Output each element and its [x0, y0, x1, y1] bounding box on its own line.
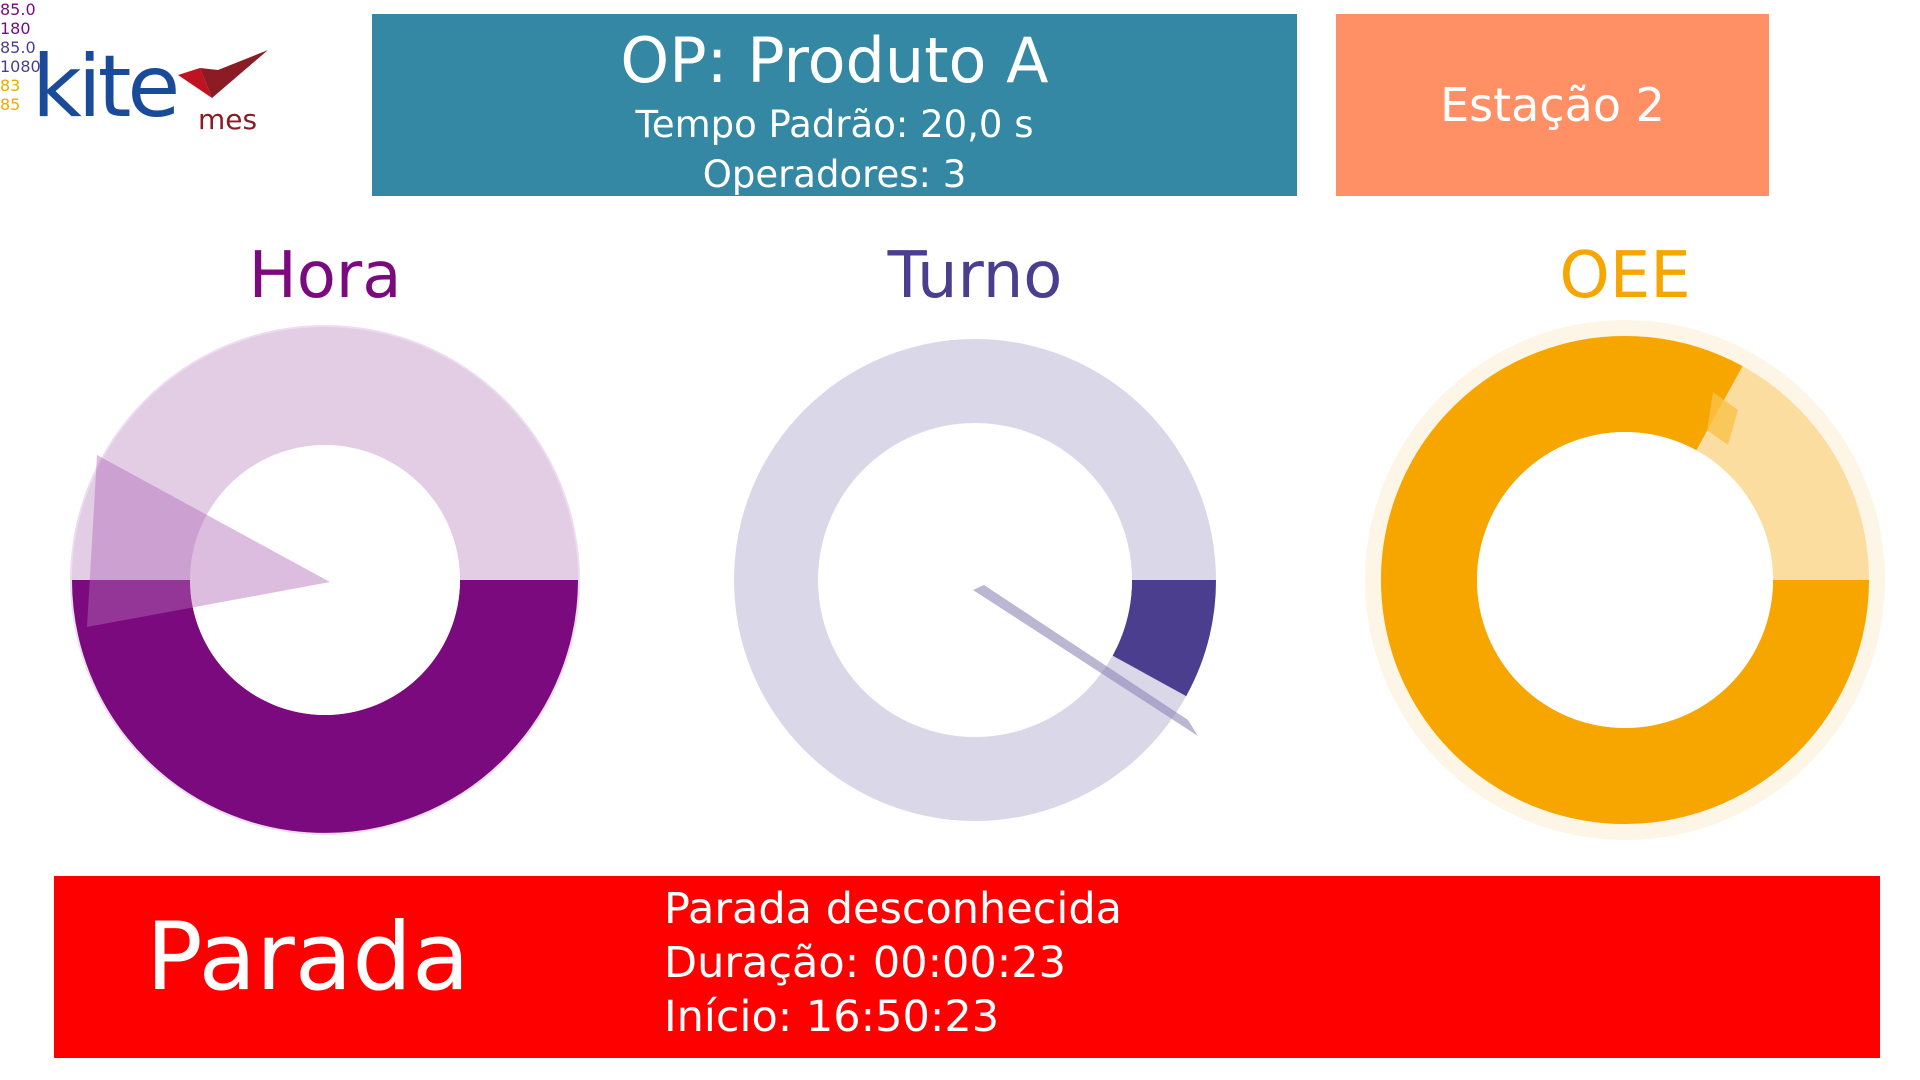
kite-mes-logo: kite mes: [28, 44, 288, 144]
shift-gauge-title: Turno: [887, 239, 1063, 313]
operators-count: Operadores: 3: [702, 153, 967, 196]
logo-check-icon: [178, 50, 268, 98]
stop-start-time: Início: 16:50:23: [664, 992, 1000, 1042]
logo-brand: kite: [32, 37, 180, 137]
shift-value: 85.0: [0, 38, 36, 57]
op-title: OP: Produto A: [620, 24, 1049, 97]
production-order-panel: OP: Produto A Tempo Padrão: 20,0 s Opera…: [372, 14, 1297, 196]
hour-gauge-center: [190, 445, 460, 715]
oee-gauge-title: OEE: [1559, 239, 1691, 313]
stop-reason: Parada desconhecida: [664, 884, 1122, 934]
station-label: Estação 2: [1440, 78, 1665, 132]
oee-gauge-needle: [1707, 392, 1738, 445]
shift-gauge-center: [818, 423, 1132, 737]
shift-gauge: [734, 339, 1216, 821]
hour-target: 180: [0, 19, 31, 38]
oee-gauge: [1365, 320, 1885, 840]
hour-gauge-needle: [87, 455, 330, 627]
hour-gauge: [70, 325, 580, 835]
standard-time: Tempo Padrão: 20,0 s: [635, 103, 1034, 146]
oee-gauge-fill: [1381, 336, 1869, 824]
logo-suffix: mes: [198, 103, 258, 136]
station-panel: Estação 2: [1336, 14, 1769, 196]
oee-value: 83: [0, 76, 21, 95]
shift-gauge-needle: [973, 585, 1198, 736]
shift-gauge-fill: [1112, 578, 1216, 697]
stop-duration: Duração: 00:00:23: [664, 938, 1066, 988]
oee-target: 85: [0, 95, 21, 114]
hour-gauge-title: Hora: [248, 239, 402, 313]
oee-gauge-center: [1477, 432, 1773, 728]
hour-gauge-fill: [72, 578, 578, 833]
shift-target: 1080: [0, 57, 41, 76]
hour-value: 85.0: [0, 0, 36, 19]
machine-status-bar: Parada Parada desconhecida Duração: 00:0…: [54, 876, 1880, 1058]
status-label: Parada: [146, 903, 470, 1012]
